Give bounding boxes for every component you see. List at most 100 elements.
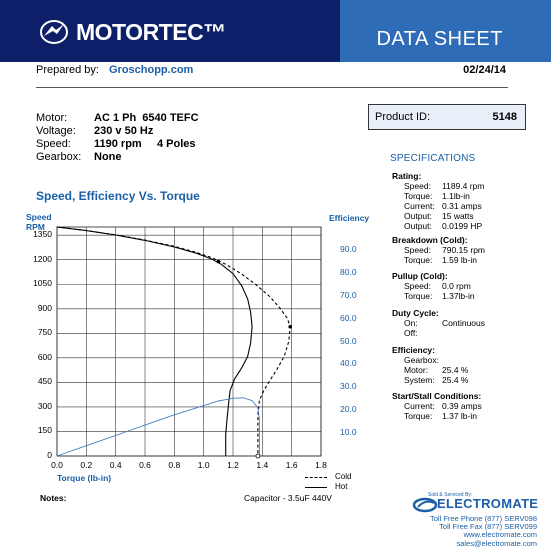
spec-key: System: <box>404 375 435 385</box>
y2-tick-label: 30.0 <box>340 381 357 392</box>
x-tick-label: 1.4 <box>256 460 269 470</box>
spec-heading: Duty Cycle: <box>392 308 439 318</box>
spec-heading: Start/Stall Conditions: <box>392 391 482 401</box>
spec-value: 25.4 % <box>442 365 469 375</box>
y2-tick-label: 70.0 <box>340 289 357 300</box>
contact-info: Toll Free Phone (877) SERV098 Toll Free … <box>429 514 537 548</box>
spec-efficiency: Efficiency: Gearbox: Motor: 25.4 % System… <box>392 345 468 385</box>
x-tick-label: 0.8 <box>168 460 181 470</box>
x-tick-label: 0.4 <box>109 460 122 470</box>
legend-label: Cold <box>335 472 352 481</box>
product-id-value: 5148 <box>492 111 517 123</box>
spec-key: Torque: <box>404 411 433 421</box>
spec-value: Continuous <box>442 318 486 328</box>
spec-value: 1.37lb-in <box>442 291 475 301</box>
spec-key: Output: <box>404 221 432 231</box>
x-tick-label: 0.0 <box>51 460 63 470</box>
notes-label: Notes: <box>40 493 67 503</box>
voltage-row: Voltage: 230 v 50 Hz <box>36 125 199 138</box>
spec-breakdown: Breakdown (Cold): Speed: 790.15 rpm Torqu… <box>392 235 485 265</box>
y2-tick-label: 80.0 <box>340 266 357 277</box>
spec-key: Current: <box>404 401 435 411</box>
spec-rating: Rating: Speed: 1189.4 rpm Torque: 1.1lb-in… <box>392 171 484 231</box>
electromate-logo-icon <box>412 497 438 513</box>
contact-email-link[interactable]: sales@electromate.com <box>456 538 537 548</box>
plot-frame <box>56 226 322 457</box>
y2-tick-label: 50.0 <box>340 335 357 346</box>
y-tick-label: 150 <box>37 425 52 436</box>
gearbox-row: Gearbox: None <box>36 151 199 164</box>
contact-website-link[interactable]: www.electromate.com <box>463 530 537 540</box>
gearbox-value: None <box>94 151 122 163</box>
spec-value: 0.31 amps <box>442 201 482 211</box>
x-tick-label: 0.2 <box>80 460 93 470</box>
y-tick-label: 750 <box>37 327 52 338</box>
marker-hot-point <box>216 259 221 264</box>
spec-value: 790.15 rpm <box>442 245 485 255</box>
x-tick-label: 1.2 <box>227 460 239 470</box>
spec-key: Torque: <box>404 255 433 265</box>
legend-item-cold: Cold <box>305 472 351 482</box>
divider <box>36 87 508 88</box>
gearbox-key: Gearbox: <box>36 151 82 163</box>
speed-key: Speed: <box>36 138 71 150</box>
brand-panel: MOTORTEC™ <box>0 0 340 62</box>
spec-value: 0.0199 HP <box>442 221 483 231</box>
x-axis-label: Torque (lb-in) <box>57 473 112 483</box>
legend-swatch-dashed <box>305 476 327 478</box>
x-tick-label: 1.8 <box>315 460 327 470</box>
spec-heading: Efficiency: <box>392 345 435 355</box>
spec-value: 1.59 lb-in <box>442 255 477 265</box>
motor-info: Motor: AC 1 Ph 6540 TEFC Voltage: 230 v 50… <box>36 112 199 164</box>
marker-stall-point <box>255 453 261 459</box>
y-tick-label: 1200 <box>33 253 52 264</box>
y-tick-label: 900 <box>37 302 52 313</box>
contact-fax: Toll Free Fax (877) SERV099 <box>439 522 537 532</box>
y-tick-label: 300 <box>37 400 52 411</box>
spec-value: 1.1lb-in <box>442 191 470 201</box>
y-axis-label: Speed RPM <box>26 212 52 232</box>
y2-tick-label: 40.0 <box>340 358 357 369</box>
spec-value: 15 watts <box>442 211 474 221</box>
spec-value: 1189.4 rpm <box>442 181 485 191</box>
prepared-name: Groschopp.com <box>108 64 194 76</box>
spec-duty: Duty Cycle: On: Continuous Off: <box>392 308 485 338</box>
spec-key: Current: <box>404 201 435 211</box>
spec-heading: Breakdown (Cold): <box>392 235 468 245</box>
spec-key: Speed: <box>404 181 431 191</box>
y-tick-label: 600 <box>37 351 52 362</box>
spec-key: Gearbox: <box>404 355 439 365</box>
sheet-date: 02/24/14 <box>463 64 506 76</box>
spec-heading: Pullup (Cold): <box>392 271 448 281</box>
brand-name: MOTORTEC™ <box>76 19 226 45</box>
distributor-name: ELECTROMATE <box>437 496 539 511</box>
motor-value: AC 1 Ph 6540 TEFC <box>94 112 199 124</box>
spec-key: Motor: <box>404 365 429 375</box>
spec-value: 25.4 % <box>442 375 469 385</box>
spec-start-stall: Start/Stall Conditions: Current: 0.39 amp… <box>392 391 482 421</box>
y-tick-label: 450 <box>37 376 52 387</box>
chart-legend: Cold Hot <box>305 472 351 492</box>
spec-key: Speed: <box>404 245 431 255</box>
contact-phone: Toll Free Phone (877) SERV098 <box>429 514 537 523</box>
series-line-efficiency <box>56 397 260 457</box>
y-tick-label: 1350 <box>33 229 52 240</box>
product-id-label: Product ID: <box>375 111 431 123</box>
specifications-title: SPECIFICATIONS <box>390 153 476 164</box>
header-bar: MOTORTEC™ DATA SHEET <box>0 0 551 62</box>
product-id-box: Product ID: 5148 <box>368 104 526 130</box>
series-line-cold <box>56 226 291 456</box>
y2-tick-label: 10.0 <box>340 427 357 438</box>
x-tick-label: 0.6 <box>139 460 151 470</box>
y2-tick-label: 90.0 <box>340 243 357 254</box>
sold-by-label: Sold & Serviced By: <box>428 492 473 498</box>
legend-item-hot: Hot <box>305 482 351 492</box>
x-tick-label: 1.0 <box>197 460 210 470</box>
page-title: DATA SHEET <box>376 28 503 50</box>
spec-key: Speed: <box>404 281 431 291</box>
prepared-label: Prepared by: <box>36 64 99 76</box>
spec-key: Output: <box>404 211 432 221</box>
spec-key: Torque: <box>404 191 433 201</box>
voltage-key: Voltage: <box>36 125 76 137</box>
spec-value: 1.37 lb-in <box>442 411 477 421</box>
